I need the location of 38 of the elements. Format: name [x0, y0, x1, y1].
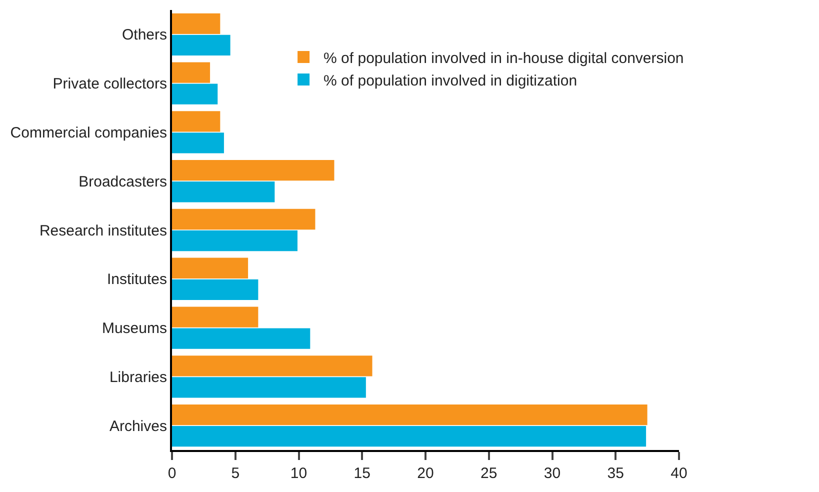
x-tick-label: 25 — [480, 465, 498, 482]
x-tick-label: 40 — [670, 465, 688, 482]
bar — [172, 62, 210, 83]
bar — [172, 328, 310, 349]
bar — [172, 84, 218, 104]
y-tick-label: Broadcasters — [78, 173, 167, 190]
bar — [172, 404, 648, 426]
bar — [172, 279, 258, 300]
x-tick-label: 35 — [607, 465, 624, 482]
legend-label: % of population involved in digitization — [324, 72, 578, 90]
y-tick-label: Libraries — [109, 368, 167, 386]
y-tick-label: Others — [122, 26, 167, 44]
bar — [172, 208, 316, 230]
y-tick-label: Archives — [109, 418, 167, 435]
x-tick-label: 10 — [290, 465, 308, 482]
x-tick-label: 0 — [168, 465, 176, 482]
bar — [172, 426, 646, 447]
y-tick-label: Research institutes — [39, 222, 167, 240]
bar — [172, 13, 220, 34]
bar — [172, 306, 258, 328]
bar — [172, 230, 298, 252]
x-tick-label: 30 — [544, 465, 561, 482]
bar — [172, 377, 366, 398]
bar — [172, 111, 220, 132]
y-tick-label: Museums — [102, 320, 167, 338]
y-tick-label: Institutes — [106, 271, 167, 288]
legend-label: % of population involved in in-house digital conversion — [324, 50, 684, 67]
x-tick-label: 20 — [417, 465, 434, 482]
x-tick-label: 15 — [354, 465, 370, 482]
bar — [172, 132, 224, 154]
bar — [172, 182, 275, 202]
y-tick-label: Private collectors — [52, 76, 167, 93]
bar — [172, 160, 334, 181]
bar — [172, 258, 248, 278]
y-tick-label: Commercial companies — [10, 124, 167, 142]
x-tick-label: 5 — [231, 465, 240, 482]
bar — [172, 356, 372, 376]
bar — [172, 34, 230, 56]
